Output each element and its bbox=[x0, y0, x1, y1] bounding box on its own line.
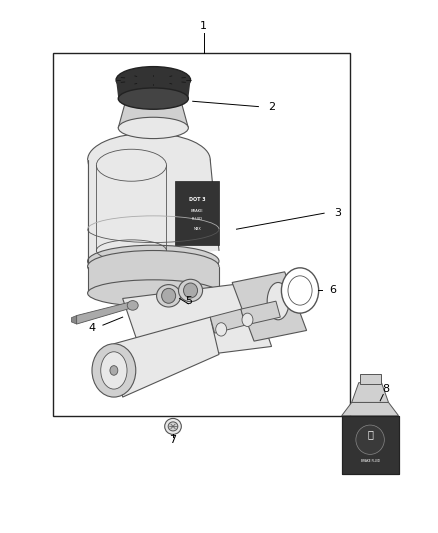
Polygon shape bbox=[342, 416, 399, 474]
Ellipse shape bbox=[92, 344, 136, 397]
Ellipse shape bbox=[118, 117, 188, 139]
Text: 3: 3 bbox=[334, 208, 341, 218]
Ellipse shape bbox=[88, 245, 219, 277]
Polygon shape bbox=[118, 96, 188, 128]
Text: 6: 6 bbox=[329, 286, 336, 295]
Polygon shape bbox=[88, 160, 219, 266]
Ellipse shape bbox=[356, 425, 385, 454]
Polygon shape bbox=[352, 383, 389, 402]
Text: BRAKE FLUID: BRAKE FLUID bbox=[360, 459, 380, 463]
Text: 5: 5 bbox=[185, 296, 192, 306]
Bar bbox=[342, 416, 399, 474]
Polygon shape bbox=[77, 302, 129, 324]
Ellipse shape bbox=[118, 88, 188, 109]
Ellipse shape bbox=[242, 313, 253, 326]
Ellipse shape bbox=[101, 352, 127, 389]
Bar bbox=[53, 53, 350, 416]
Polygon shape bbox=[175, 181, 219, 245]
Bar bbox=[360, 374, 381, 384]
Text: DOT 3: DOT 3 bbox=[189, 197, 205, 203]
Polygon shape bbox=[71, 316, 77, 324]
Ellipse shape bbox=[168, 422, 178, 431]
Text: 1: 1 bbox=[200, 21, 207, 30]
Ellipse shape bbox=[88, 133, 210, 187]
Polygon shape bbox=[241, 301, 280, 325]
Ellipse shape bbox=[88, 251, 219, 282]
Text: 7: 7 bbox=[170, 435, 177, 445]
Ellipse shape bbox=[162, 288, 176, 303]
Text: BRAKE: BRAKE bbox=[191, 208, 204, 213]
Polygon shape bbox=[88, 266, 219, 293]
Ellipse shape bbox=[116, 67, 191, 93]
Text: MAX: MAX bbox=[193, 227, 201, 231]
Polygon shape bbox=[342, 402, 399, 416]
Ellipse shape bbox=[179, 279, 202, 302]
Polygon shape bbox=[123, 282, 272, 362]
Ellipse shape bbox=[281, 268, 319, 313]
Polygon shape bbox=[114, 317, 219, 397]
Polygon shape bbox=[232, 272, 307, 341]
Ellipse shape bbox=[165, 418, 181, 434]
Ellipse shape bbox=[157, 285, 180, 307]
Ellipse shape bbox=[127, 301, 138, 310]
Polygon shape bbox=[116, 80, 191, 99]
Ellipse shape bbox=[127, 88, 180, 104]
Ellipse shape bbox=[267, 282, 289, 320]
Ellipse shape bbox=[288, 276, 312, 305]
Text: Ⓜ: Ⓜ bbox=[367, 430, 373, 439]
Text: FLUID: FLUID bbox=[191, 216, 203, 221]
Ellipse shape bbox=[215, 323, 227, 336]
Ellipse shape bbox=[184, 283, 198, 298]
Text: 4: 4 bbox=[88, 323, 95, 333]
Text: 2: 2 bbox=[268, 102, 275, 111]
Ellipse shape bbox=[110, 366, 118, 375]
Text: 8: 8 bbox=[382, 384, 389, 394]
Polygon shape bbox=[210, 309, 245, 333]
Ellipse shape bbox=[88, 280, 219, 306]
